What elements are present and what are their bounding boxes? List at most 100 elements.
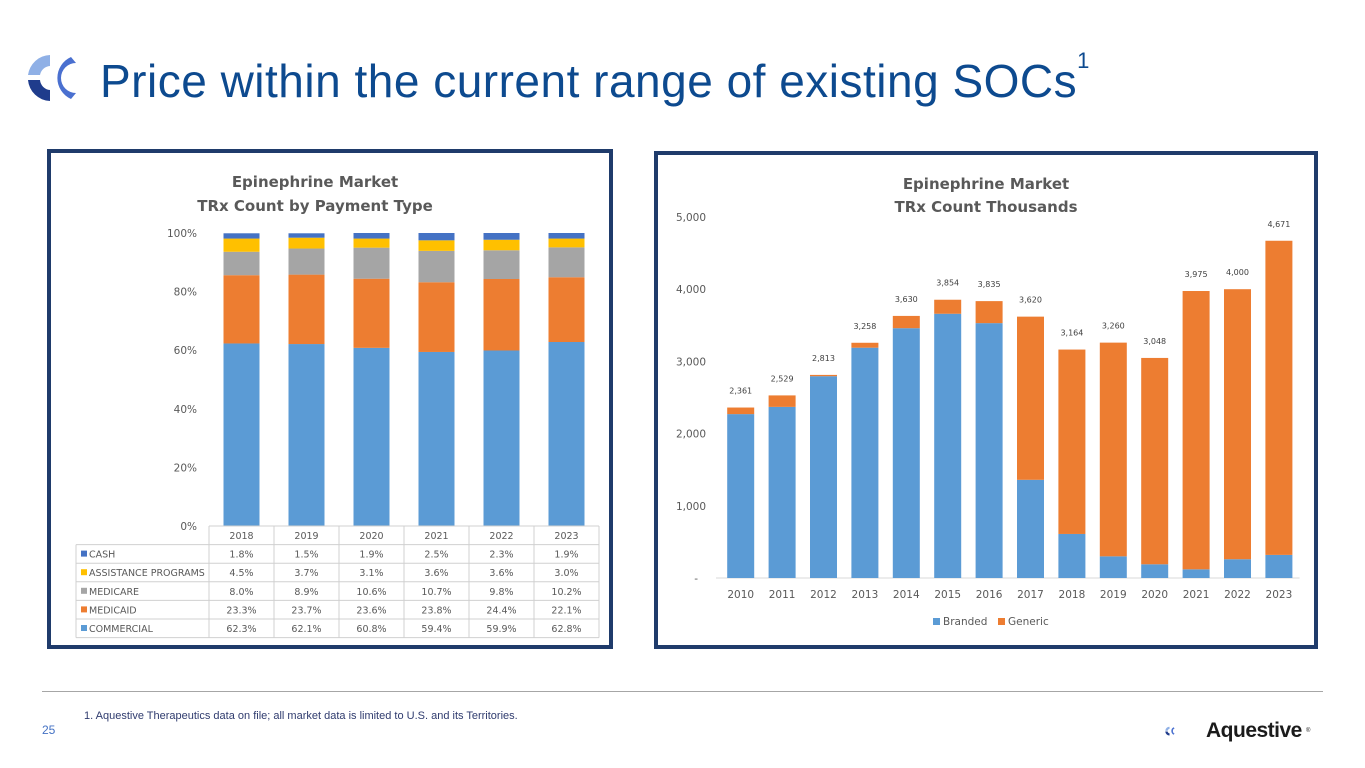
y-tick-label: 20%: [174, 462, 197, 474]
bar-segment-assistance-programs: [288, 237, 325, 249]
table-row-label: COMMERCIAL: [89, 624, 154, 635]
table-header-year: 2018: [229, 531, 253, 542]
legend-swatch: [81, 550, 87, 557]
table-row-label: CASH: [89, 550, 115, 561]
bar-segment-branded: [892, 328, 920, 578]
y-tick-label: -: [694, 573, 698, 585]
table-cell-value: 1.8%: [229, 550, 253, 561]
table-cell-value: 1.5%: [294, 550, 318, 561]
legend-label-branded: Branded: [943, 616, 987, 628]
bar-segment-assistance-programs: [223, 238, 260, 252]
page-title: Price within the current range of existi…: [100, 48, 1090, 108]
bar-segment-medicaid: [548, 277, 585, 342]
table-cell-value: 1.9%: [359, 550, 383, 561]
table-header-year: 2019: [294, 531, 318, 542]
legend-swatch-generic: [998, 618, 1005, 625]
bar-segment-branded: [810, 376, 837, 578]
payment-type-chart-panel: Epinephrine Market TRx Count by Payment …: [47, 149, 613, 649]
aquestive-logo-icon: [28, 55, 76, 101]
bar-segment-generic: [1182, 291, 1210, 570]
x-tick-label: 2011: [769, 589, 796, 601]
page-title-text: Price within the current range of existi…: [100, 55, 1078, 107]
table-cell-value: 10.2%: [551, 587, 581, 598]
chart-title: Epinephrine Market: [903, 175, 1069, 193]
bar-segment-branded: [1265, 554, 1293, 578]
table-cell-value: 62.1%: [291, 624, 321, 635]
y-tick-label: 2,000: [676, 429, 706, 441]
table-header-year: 2023: [554, 531, 578, 542]
footer-divider: [42, 691, 1323, 692]
legend-label-generic: Generic: [1008, 616, 1049, 628]
bar-segment-generic: [851, 342, 879, 348]
aquestive-brand-logo-icon: [1165, 726, 1175, 736]
bar-segment-branded: [1224, 559, 1251, 578]
table-cell-value: 10.7%: [421, 587, 451, 598]
table-cell-value: 62.3%: [226, 624, 256, 635]
footnote: 1. Aquestive Therapeutics data on file; …: [84, 710, 518, 722]
legend-swatch: [81, 606, 87, 613]
chart-subtitle: TRx Count Thousands: [894, 198, 1077, 216]
table-cell-value: 59.4%: [421, 624, 451, 635]
bar-segment-branded: [768, 406, 796, 578]
table-cell-value: 3.6%: [489, 568, 513, 579]
chart-subtitle: TRx Count by Payment Type: [197, 197, 433, 215]
bar-segment-commercial: [223, 343, 260, 526]
table-cell-value: 8.9%: [294, 587, 318, 598]
bar-segment-branded: [1058, 533, 1086, 578]
y-tick-label: 5,000: [676, 212, 706, 224]
table-cell-value: 9.8%: [489, 587, 513, 598]
bar-segment-branded: [1182, 569, 1210, 578]
table-cell-value: 23.7%: [291, 605, 321, 616]
legend-swatch: [81, 587, 87, 594]
bar-segment-generic: [1265, 240, 1293, 555]
table-header-year: 2020: [359, 531, 383, 542]
bar-segment-assistance-programs: [418, 240, 455, 251]
y-tick-label: 40%: [174, 404, 197, 416]
bar-segment-branded: [975, 323, 1003, 578]
table-cell-value: 3.0%: [554, 568, 578, 579]
y-tick-label: 3,000: [676, 356, 706, 368]
bar-segment-generic: [1017, 316, 1044, 480]
legend-swatch-branded: [933, 618, 940, 625]
total-data-label: 2,813: [812, 354, 835, 363]
bar-segment-commercial: [483, 350, 520, 526]
trx-count-chart-panel: Epinephrine Market TRx Count Thousands -…: [654, 151, 1318, 649]
table-cell-value: 10.6%: [356, 587, 386, 598]
bar-segment-generic: [1058, 349, 1086, 534]
x-tick-label: 2020: [1141, 589, 1168, 601]
bar-segment-medicare: [548, 247, 585, 278]
legend-swatch: [81, 569, 87, 576]
x-tick-label: 2017: [1017, 589, 1044, 601]
x-tick-label: 2019: [1100, 589, 1127, 601]
table-header-year: 2021: [424, 531, 448, 542]
bar-segment-assistance-programs: [483, 239, 520, 251]
bar-segment-commercial: [353, 347, 390, 526]
total-data-label: 4,000: [1226, 268, 1249, 277]
total-data-label: 3,164: [1060, 329, 1083, 338]
bar-segment-generic: [768, 395, 796, 407]
table-cell-value: 4.5%: [229, 568, 253, 579]
bar-segment-cash: [483, 233, 520, 240]
x-tick-label: 2010: [727, 589, 754, 601]
chart-title: Epinephrine Market: [232, 173, 398, 191]
bar-segment-commercial: [288, 344, 325, 526]
bar-segment-medicare: [223, 251, 260, 276]
bar-segment-generic: [934, 299, 962, 314]
bar-segment-generic: [727, 407, 755, 415]
x-tick-label: 2021: [1183, 589, 1210, 601]
bar-segment-branded: [934, 313, 962, 578]
brand-name: Aquestive: [1206, 719, 1302, 742]
legend-swatch: [81, 625, 87, 631]
bar-segment-commercial: [548, 341, 585, 526]
bar-segment-branded: [1017, 479, 1044, 578]
bar-segment-commercial: [418, 351, 455, 526]
table-cell-value: 2.5%: [424, 550, 448, 561]
total-data-label: 2,361: [729, 387, 752, 396]
bar-segment-generic: [892, 315, 920, 329]
table-header-year: 2022: [489, 531, 513, 542]
bar-segment-medicare: [288, 248, 325, 275]
bar-segment-medicare: [418, 250, 455, 283]
x-tick-label: 2018: [1059, 589, 1086, 601]
bar-segment-assistance-programs: [548, 238, 585, 248]
bar-segment-medicare: [353, 247, 390, 279]
